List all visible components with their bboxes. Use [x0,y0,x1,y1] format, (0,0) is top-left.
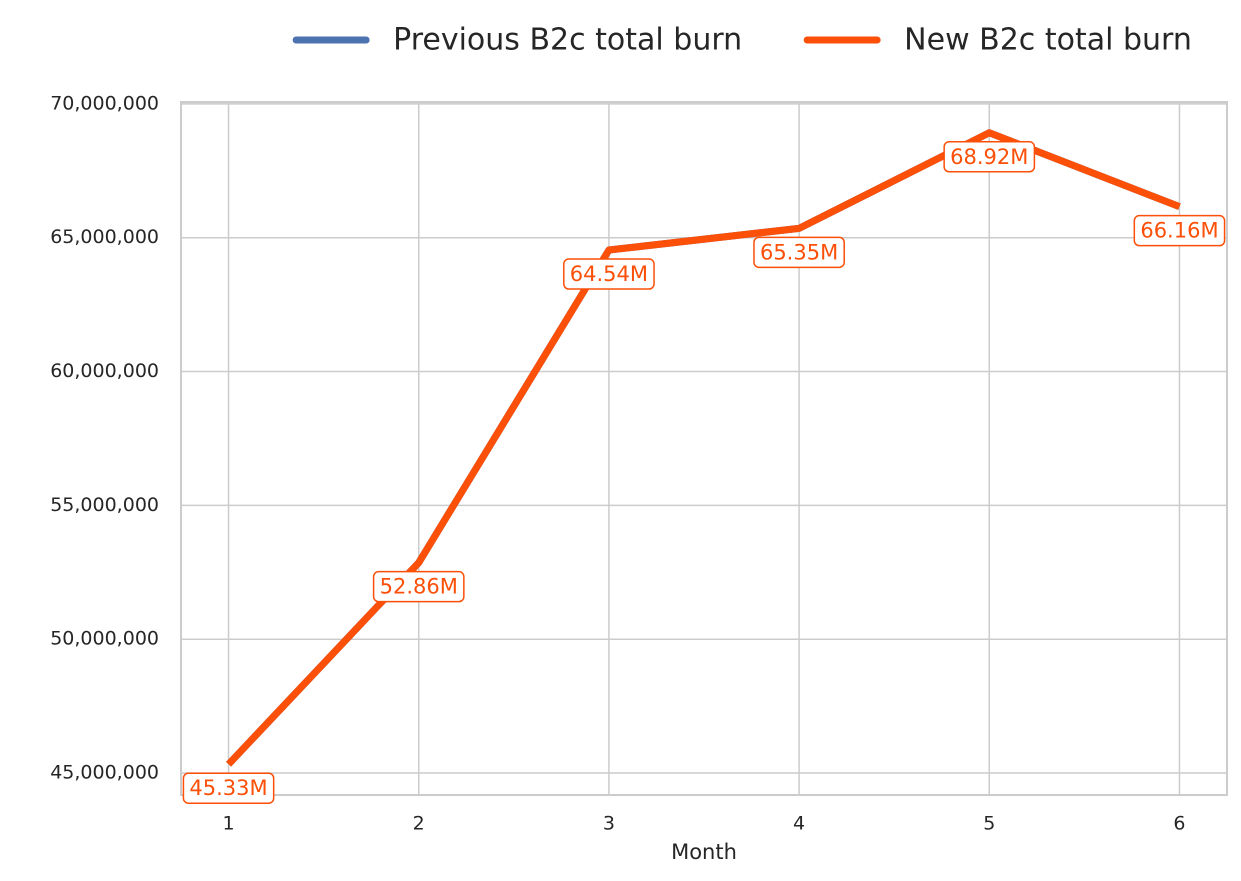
value-label-text: 66.16M [1140,219,1218,243]
x-axis-label: Month [671,840,737,864]
value-label: 65.35M [753,236,845,269]
value-label: 52.86M [372,570,465,603]
x-tick-label: 2 [413,813,425,835]
value-label-text: 68.92M [950,145,1028,169]
series-line [225,129,1181,767]
value-label-box [1133,214,1226,247]
legend-label: Previous B2c total burn [393,23,742,58]
value-label-box [563,258,655,290]
y-tick-label: 70,000,000 [50,92,159,114]
value-label-box [182,772,275,804]
value-label-text: 65.35M [760,240,838,264]
y-tick-label: 65,000,000 [50,226,159,248]
value-label: 68.92M [943,141,1036,173]
value-label-box [372,570,465,603]
value-label-text: 64.54M [570,262,648,286]
y-tick-label: 55,000,000 [50,494,159,516]
series-line [225,129,1181,767]
y-tick-label: 45,000,000 [50,762,159,784]
plot-frame [180,101,1228,796]
legend: Previous B2c total burn New B2c total bur… [292,23,1192,58]
x-tick-label: 5 [983,813,995,835]
value-label-box [753,236,845,269]
x-tick-label: 1 [222,813,234,835]
y-tick-label: 50,000,000 [50,628,159,650]
value-label: 45.33M [182,772,275,804]
legend-label: New B2c total burn [904,23,1192,58]
x-tick-label: 6 [1173,813,1185,835]
x-tick-label: 4 [793,813,805,835]
value-label-box [943,141,1036,173]
y-tick-label: 60,000,000 [50,360,159,382]
value-label-text: 45.33M [189,776,267,800]
value-label-text: 52.86M [380,575,458,599]
value-label: 64.54M [563,258,655,290]
x-tick-label: 3 [603,813,615,835]
value-label: 66.16M [1133,214,1226,247]
